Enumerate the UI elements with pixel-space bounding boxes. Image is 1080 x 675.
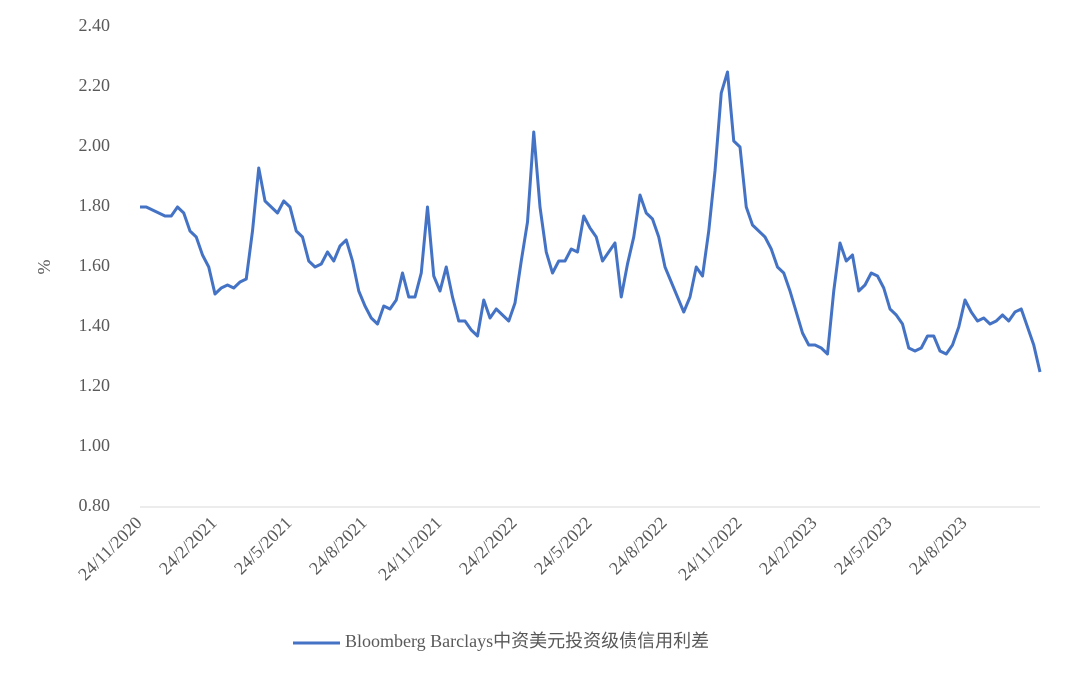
- y-tick-label: 1.00: [79, 435, 111, 455]
- series-line: [140, 70, 1042, 373]
- x-tick-label: 24/11/2021: [374, 513, 446, 585]
- x-tick-label: 24/2/2022: [455, 513, 521, 579]
- x-tick-label: 24/8/2023: [905, 513, 971, 579]
- y-tick-label: 1.60: [79, 255, 111, 275]
- y-axis-label: %: [34, 260, 54, 275]
- x-tick-label: 24/5/2023: [830, 513, 896, 579]
- x-tick-label: 24/8/2021: [305, 513, 371, 579]
- y-tick-label: 1.40: [79, 315, 111, 335]
- y-tick-label: 0.80: [79, 495, 111, 515]
- x-tick-label: 24/11/2022: [674, 513, 746, 585]
- y-tick-label: 1.20: [79, 375, 111, 395]
- y-tick-label: 2.20: [79, 75, 111, 95]
- y-tick-label: 2.00: [79, 135, 111, 155]
- x-tick-label: 24/5/2021: [230, 513, 296, 579]
- y-tick-label: 1.80: [79, 195, 111, 215]
- x-tick-label: 24/5/2022: [530, 513, 596, 579]
- x-tick-label: 24/11/2020: [74, 513, 146, 585]
- x-tick-label: 24/2/2023: [755, 513, 821, 579]
- x-tick-label: 24/2/2021: [155, 513, 221, 579]
- legend-label: Bloomberg Barclays中资美元投资级债信用利差: [345, 631, 709, 651]
- y-tick-label: 2.40: [79, 15, 111, 35]
- x-tick-label: 24/8/2022: [605, 513, 671, 579]
